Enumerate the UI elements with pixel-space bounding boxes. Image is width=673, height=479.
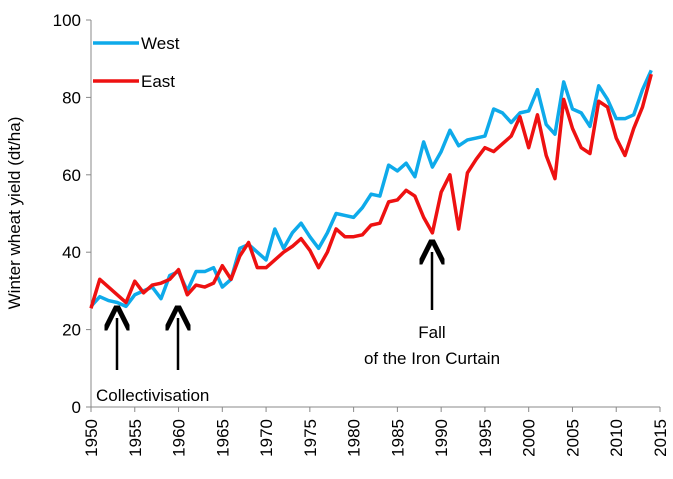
annotation: of the Iron Curtain <box>364 349 500 368</box>
x-tick-label: 1965 <box>213 419 232 457</box>
y-tick-label: 60 <box>62 166 81 185</box>
y-tick-label: 80 <box>62 88 81 107</box>
x-tick-label: 1970 <box>257 419 276 457</box>
x-tick-label: 1990 <box>432 419 451 457</box>
x-tick-label: 1995 <box>476 419 495 457</box>
legend-label: East <box>141 72 175 91</box>
y-tick-label: 40 <box>62 243 81 262</box>
y-tick-label: 0 <box>72 398 81 417</box>
annotation: Fall <box>418 323 445 342</box>
x-tick-label: 1985 <box>388 419 407 457</box>
line <box>89 73 653 309</box>
x-tick-label: 1975 <box>301 419 320 457</box>
x-tick-label: 1980 <box>345 419 364 457</box>
x-tick-label: 2010 <box>607 419 626 457</box>
x-tick-label: 2000 <box>520 419 539 457</box>
x-tick-label: 1955 <box>126 419 145 457</box>
x-tick-label: 1960 <box>170 419 189 457</box>
x-tick-label: 2005 <box>563 419 582 457</box>
legend-label: West <box>141 34 180 53</box>
y-axis-title: Winter wheat yield (dt/ha) <box>5 117 24 310</box>
annotation: Collectivisation <box>96 386 209 405</box>
y-tick-label: 100 <box>53 11 81 30</box>
x-tick-label: 1950 <box>82 419 101 457</box>
x-tick-label: 2015 <box>651 419 670 457</box>
y-tick-label: 20 <box>62 321 81 340</box>
